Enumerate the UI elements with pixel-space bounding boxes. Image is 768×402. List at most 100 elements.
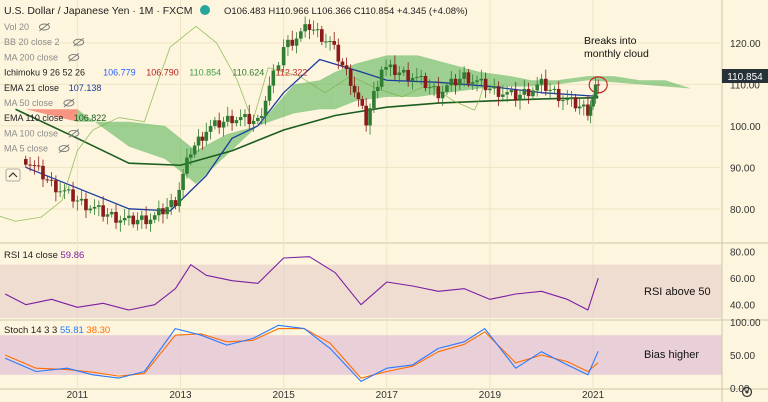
candle-body (531, 90, 535, 97)
cloud-segment-bullish (613, 76, 640, 85)
candle-body (54, 180, 58, 193)
candle-body (299, 31, 303, 39)
cloud-segment-bullish (386, 55, 418, 97)
hidden-eye-icon[interactable] (68, 53, 80, 62)
legend-label: Ichimoku 9 26 52 26 (4, 68, 85, 78)
candle-body (360, 99, 365, 106)
stoch-tick-label: 0.00 (730, 384, 750, 395)
rsi-tick-label: 40.00 (730, 301, 755, 312)
candle-body (127, 215, 131, 219)
candle-body (410, 77, 415, 81)
rsi-tick-label: 80.00 (730, 247, 755, 258)
legend-row[interactable]: MA 200 close (4, 52, 80, 62)
hidden-eye-icon[interactable] (58, 144, 70, 153)
candle-body (66, 189, 71, 191)
candle-body (84, 198, 88, 211)
hidden-eye-icon[interactable] (73, 37, 85, 47)
candle-body (588, 106, 593, 116)
candle-body (294, 38, 299, 46)
hidden-eye-icon[interactable] (38, 22, 50, 32)
candle-body (36, 165, 41, 167)
candle-body (234, 120, 239, 124)
candle-body (315, 29, 320, 31)
candle-body (552, 88, 557, 90)
legend-row[interactable]: MA 5 close (4, 144, 70, 154)
candle-body (379, 69, 384, 87)
ichimoku-cloud-layer (25, 55, 692, 184)
candle-body (208, 126, 213, 132)
legend-label: Vol 20 (4, 22, 29, 32)
candle-body (483, 78, 488, 91)
candle-body (75, 200, 80, 202)
candle-body (276, 65, 281, 71)
legend-value: 106.822 (74, 113, 107, 123)
legend-value: 107.138 (69, 83, 102, 93)
axes-layer: 2011 2013 2015 2017 2019 2021 80.00 90.00 100.00… (67, 39, 761, 401)
legend-row[interactable]: EMA 110 close 106.822 (4, 113, 106, 123)
legend-row[interactable]: MA 50 close (4, 98, 75, 108)
candle-body (114, 211, 118, 223)
legend-label: BB 20 close 2 (4, 37, 60, 47)
legend-row[interactable]: Ichimoku 9 26 52 26 106.779 106.790 110.854… (4, 68, 307, 78)
candle-body (173, 200, 178, 207)
candle-body (101, 205, 105, 217)
candle-body (348, 69, 353, 86)
candle-body (97, 205, 101, 207)
candle-body (41, 165, 45, 180)
legend-row[interactable]: EMA 21 close 107.138 (4, 83, 101, 93)
candle-body (109, 211, 114, 215)
candle-body (415, 76, 419, 78)
candle-body (445, 85, 449, 92)
candle-body (88, 208, 93, 211)
candle-body (45, 179, 50, 181)
candle-body (436, 86, 441, 99)
candle-body (251, 121, 256, 125)
candle-body (401, 69, 406, 73)
candle-body (189, 154, 193, 158)
stoch-k-line (4, 324, 599, 382)
candle-body (79, 198, 84, 201)
candle-body (501, 94, 505, 97)
candle-body (518, 94, 522, 101)
candle-body (267, 85, 272, 101)
candle-body (92, 206, 97, 209)
candle-body (204, 131, 209, 141)
candle-body (393, 64, 397, 76)
candle-body (505, 92, 509, 95)
hidden-eye-icon[interactable] (63, 98, 75, 108)
candle-body (565, 99, 570, 101)
gear-icon[interactable] (741, 386, 753, 398)
candle-body (586, 104, 590, 116)
candle-body (263, 100, 268, 116)
ohlc-readout: O106.483 H110.966 L106.366 C110.854 +4.3… (224, 6, 468, 17)
candle-body (165, 207, 169, 215)
candle-body (135, 219, 140, 225)
candle-body (375, 86, 380, 92)
candle-body (344, 65, 349, 70)
cloud-segment-bullish (195, 134, 227, 184)
candle-body (496, 86, 501, 97)
candle-body (213, 120, 217, 127)
candle-body (397, 72, 402, 76)
annotation-stoch: Bias higher (644, 349, 699, 361)
annotation-cloud-break: Breaks into monthly cloud (584, 35, 649, 60)
candle-body (122, 218, 127, 221)
candle-body (368, 108, 372, 126)
candle-body (573, 97, 578, 109)
collapse-legend-icon[interactable] (5, 168, 21, 182)
candle-body (356, 92, 361, 100)
candle-body (432, 86, 436, 88)
candle-body (140, 215, 144, 220)
candle-body (509, 89, 514, 93)
candle-body (181, 173, 185, 190)
legend-row[interactable]: Vol 20 (4, 22, 50, 32)
legend-row[interactable]: BB 20 close 2 (4, 37, 85, 47)
candle-body (281, 47, 286, 66)
legend-row[interactable]: MA 100 close (4, 128, 80, 138)
hidden-eye-icon[interactable] (68, 129, 80, 138)
candle-body (406, 69, 410, 81)
candle-body (535, 84, 540, 91)
candle-body (62, 190, 67, 192)
legend-label: EMA 110 close (4, 113, 63, 123)
candle-body (522, 88, 527, 95)
